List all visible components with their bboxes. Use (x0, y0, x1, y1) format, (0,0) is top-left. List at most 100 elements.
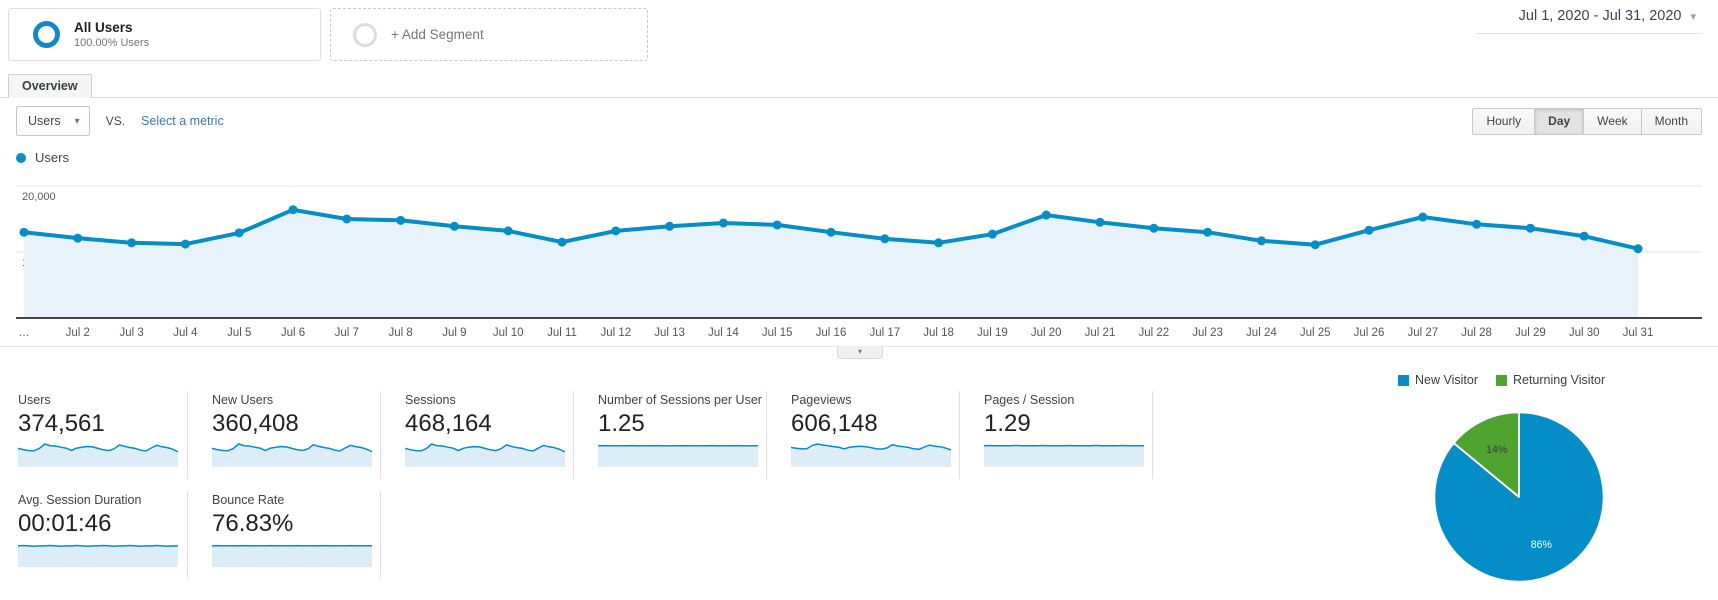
vs-label: vs. (105, 114, 126, 128)
svg-text:Jul 13: Jul 13 (654, 327, 685, 339)
svg-text:Jul 18: Jul 18 (923, 327, 954, 339)
svg-text:Jul 7: Jul 7 (335, 327, 359, 339)
all-users-segment-card[interactable]: All Users 100.00% Users (8, 8, 321, 61)
scorecard-value: 1.29 (984, 410, 1031, 437)
svg-text:Jul 21: Jul 21 (1085, 327, 1116, 339)
sparkline (212, 544, 372, 567)
scorecard-sessions[interactable]: Sessions 468,164 (381, 391, 574, 479)
sparkline (791, 443, 951, 467)
pie-legend: New Visitor Returning Visitor (1398, 373, 1623, 387)
granularity-hourly-button[interactable]: Hourly (1472, 108, 1536, 135)
metric-controls: Users ▾ vs. Select a metric (16, 106, 224, 136)
sparkline (18, 443, 178, 467)
svg-text:Jul 23: Jul 23 (1192, 327, 1223, 339)
scorecard-value: 00:01:46 (18, 510, 112, 537)
visitor-type-pie-chart[interactable]: 86% 14% (1427, 405, 1611, 589)
scorecard-label: Pageviews (791, 393, 852, 407)
scorecard-value: 468,164 (405, 410, 492, 437)
scorecard-pages-per-session[interactable]: Pages / Session 1.29 (960, 391, 1153, 479)
scorecard-new-users[interactable]: New Users 360,408 (188, 391, 381, 479)
svg-text:…: … (18, 327, 30, 339)
granularity-day-button[interactable]: Day (1534, 108, 1585, 135)
svg-text:Jul 16: Jul 16 (816, 327, 847, 339)
legend-item-new-visitor: New Visitor (1398, 373, 1478, 387)
svg-text:Jul 9: Jul 9 (442, 327, 466, 339)
scorecard-avg-session-duration[interactable]: Avg. Session Duration 00:01:46 (16, 491, 188, 579)
timeseries-legend: Users (16, 150, 69, 165)
granularity-week-button[interactable]: Week (1583, 108, 1642, 135)
date-picker-underline (1476, 33, 1702, 34)
scorecard-value: 374,561 (18, 410, 105, 437)
add-segment-ring-icon (353, 22, 377, 47)
sparkline (405, 443, 565, 467)
svg-text:Jul 25: Jul 25 (1300, 327, 1331, 339)
svg-text:Jul 12: Jul 12 (600, 327, 631, 339)
svg-text:Jul 30: Jul 30 (1569, 327, 1600, 339)
add-segment-button[interactable]: + Add Segment (330, 8, 648, 61)
svg-text:Jul 10: Jul 10 (493, 327, 524, 339)
scorecard-row-2: Avg. Session Duration 00:01:46 Bounce Ra… (16, 491, 381, 579)
svg-text:Jul 14: Jul 14 (708, 327, 739, 339)
svg-text:Jul 3: Jul 3 (119, 327, 143, 339)
scorecard-value: 1.25 (598, 410, 645, 437)
granularity-month-button[interactable]: Month (1640, 108, 1702, 135)
svg-text:Jul 15: Jul 15 (762, 327, 793, 339)
scorecard-pageviews[interactable]: Pageviews 606,148 (767, 391, 960, 479)
sparkline (984, 444, 1144, 467)
scorecard-label: Pages / Session (984, 393, 1075, 407)
date-range-picker[interactable]: Jul 1, 2020 - Jul 31, 2020 ▾ (1519, 8, 1696, 24)
chevron-down-icon: ▾ (74, 115, 80, 127)
svg-text:86%: 86% (1531, 539, 1553, 551)
metric-select-dropdown[interactable]: Users ▾ (16, 106, 90, 136)
svg-text:Jul 2: Jul 2 (66, 327, 90, 339)
legend-item-returning-visitor: Returning Visitor (1495, 373, 1606, 387)
timeseries-legend-label: Users (35, 150, 69, 165)
svg-text:Jul 24: Jul 24 (1246, 327, 1277, 339)
scorecard-users[interactable]: Users 374,561 (16, 391, 188, 479)
chart-collapse-handle[interactable]: ▾ (837, 346, 883, 359)
scorecard-label: Users (18, 393, 51, 407)
sparkline (598, 444, 758, 467)
svg-text:Jul 31: Jul 31 (1623, 327, 1654, 339)
segment-title: All Users (74, 20, 133, 35)
svg-text:Jul 6: Jul 6 (281, 327, 305, 339)
tab-row-divider (0, 97, 1718, 98)
scorecard-value: 606,148 (791, 410, 878, 437)
svg-text:Jul 19: Jul 19 (977, 327, 1008, 339)
svg-text:Jul 20: Jul 20 (1031, 327, 1062, 339)
scorecard-label: Bounce Rate (212, 493, 285, 507)
select-a-metric-link[interactable]: Select a metric (141, 114, 224, 128)
chevron-down-icon: ▾ (1690, 10, 1696, 23)
metric-select-value: Users (28, 114, 61, 128)
granularity-button-group: Hourly Day Week Month (1472, 108, 1702, 135)
svg-text:Jul 4: Jul 4 (173, 327, 198, 339)
sparkline (18, 544, 178, 567)
svg-text:Jul 26: Jul 26 (1354, 327, 1385, 339)
users-series-dot-icon (16, 152, 26, 163)
svg-text:Jul 29: Jul 29 (1515, 327, 1546, 339)
scorecard-label: New Users (212, 393, 274, 407)
svg-text:Jul 28: Jul 28 (1461, 327, 1492, 339)
scorecard-bounce-rate[interactable]: Bounce Rate 76.83% (188, 491, 381, 579)
scorecard-sessions-per-user[interactable]: Number of Sessions per User 1.25 (574, 391, 767, 479)
legend-label: Returning Visitor (1512, 373, 1606, 387)
scorecard-value: 76.83% (212, 510, 294, 537)
scorecard-label: Number of Sessions per User (598, 393, 762, 407)
svg-text:Jul 8: Jul 8 (388, 327, 412, 339)
segment-text: All Users 100.00% Users (74, 19, 149, 50)
tab-overview[interactable]: Overview (8, 74, 92, 98)
scorecard-label: Avg. Session Duration (18, 493, 142, 507)
segment-ring-icon (33, 21, 60, 48)
legend-label: New Visitor (1415, 373, 1478, 387)
scorecard-value: 360,408 (212, 410, 299, 437)
svg-text:Jul 11: Jul 11 (547, 327, 577, 339)
svg-text:Jul 5: Jul 5 (227, 327, 251, 339)
scorecard-label: Sessions (405, 393, 456, 407)
svg-text:14%: 14% (1486, 444, 1508, 456)
scorecard-row-1: Users 374,561 New Users 360,408 Sessions… (16, 391, 1153, 479)
date-range-text: Jul 1, 2020 - Jul 31, 2020 (1518, 8, 1682, 24)
new-visitor-swatch-icon (1398, 374, 1409, 386)
svg-text:20,000: 20,000 (22, 191, 56, 203)
